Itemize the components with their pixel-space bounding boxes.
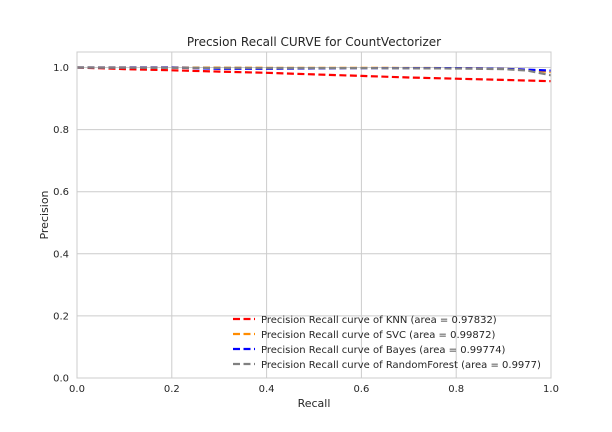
- y-tick-label: 1.0: [53, 63, 69, 74]
- x-tick-labels: 0.0 0.2 0.4 0.6 0.8 1.0: [69, 384, 559, 395]
- y-tick-label: 0.8: [53, 125, 69, 136]
- plot-background: [77, 52, 551, 378]
- plot-frame: [76, 51, 552, 379]
- y-tick-label: 0.2: [53, 311, 69, 322]
- x-tick-label: 0.8: [448, 384, 464, 395]
- legend-entry: Precision Recall curve of Bayes (area = …: [261, 345, 506, 356]
- x-tick-label: 1.0: [543, 384, 559, 395]
- x-tick-label: 0.2: [164, 384, 180, 395]
- series-lines: [76, 66, 552, 83]
- y-tick-label: 0.0: [53, 374, 69, 385]
- grid: [76, 52, 552, 379]
- series-line-0: [76, 66, 552, 83]
- x-tick-label: 0.4: [259, 384, 275, 395]
- y-axis-label: Precision: [38, 190, 51, 239]
- legend-entry: Precision Recall curve of KNN (area = 0.…: [261, 315, 497, 326]
- series-line-3: [76, 66, 552, 77]
- legend-entry: Precision Recall curve of SVC (area = 0.…: [261, 330, 495, 341]
- x-tick-label: 0.0: [69, 384, 85, 395]
- y-tick-labels: 0.0 0.2 0.4 0.6 0.8 1.0: [53, 63, 69, 384]
- x-tick-label: 0.6: [353, 384, 369, 395]
- y-tick-label: 0.6: [53, 187, 69, 198]
- chart-title: Precsion Recall CURVE for CountVectorize…: [187, 35, 441, 49]
- legend: Precision Recall curve of KNN (area = 0.…: [233, 315, 541, 371]
- legend-entry: Precision Recall curve of RandomForest (…: [261, 360, 541, 371]
- y-tick-label: 0.4: [53, 249, 69, 260]
- x-axis-label: Recall: [298, 397, 331, 410]
